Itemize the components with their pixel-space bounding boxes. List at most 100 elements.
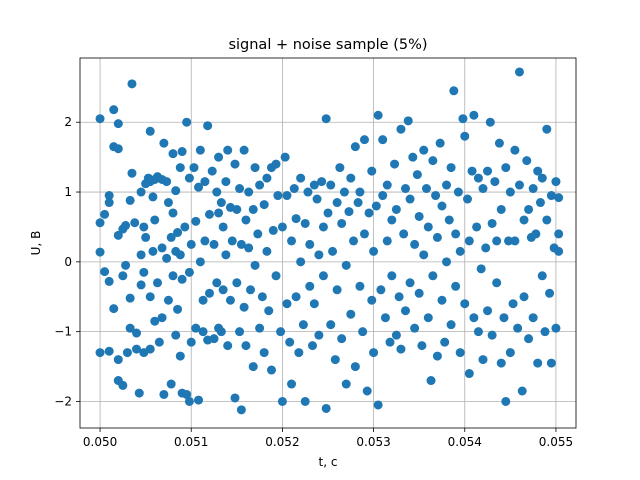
data-point: [230, 159, 240, 169]
data-point: [490, 177, 500, 187]
data-point: [262, 173, 272, 183]
y-axis-ticks: −2 −1 0 1 2: [54, 115, 80, 408]
data-point: [145, 292, 155, 302]
data-point: [218, 285, 228, 295]
data-point: [127, 79, 137, 89]
data-point: [153, 278, 162, 288]
data-point: [423, 313, 433, 323]
data-point: [508, 299, 518, 309]
data-point: [285, 337, 295, 347]
data-point: [309, 299, 319, 309]
data-point: [481, 243, 491, 253]
data-point: [463, 194, 472, 204]
data-point: [248, 204, 258, 214]
data-point: [391, 330, 401, 340]
data-point: [349, 236, 359, 246]
data-point: [163, 198, 173, 208]
data-point: [546, 358, 556, 368]
data-point: [148, 246, 158, 256]
data-point: [478, 184, 488, 194]
data-point: [432, 232, 442, 242]
data-point: [399, 229, 409, 239]
data-point: [332, 198, 342, 208]
data-point: [257, 292, 267, 302]
data-point: [391, 204, 401, 214]
data-point: [308, 341, 317, 351]
plot-area: [80, 58, 576, 428]
data-point: [218, 222, 228, 232]
data-point: [355, 187, 365, 197]
data-point: [350, 142, 360, 152]
x-tick-label: 0.051: [174, 435, 208, 449]
data-point: [198, 295, 208, 305]
data-point: [494, 138, 504, 148]
data-point: [496, 204, 506, 214]
data-point: [191, 216, 201, 226]
data-point: [473, 173, 483, 183]
data-point: [182, 117, 192, 127]
data-point: [528, 313, 538, 323]
data-point: [487, 330, 497, 340]
data-point: [212, 187, 222, 197]
data-point: [394, 292, 404, 302]
data-point: [337, 218, 347, 228]
y-tick-label: −1: [54, 325, 72, 339]
data-point: [451, 281, 461, 291]
data-point: [200, 236, 210, 246]
data-point: [150, 316, 160, 326]
data-point: [367, 295, 377, 305]
data-point: [410, 323, 420, 333]
data-point: [419, 145, 429, 155]
data-point: [264, 306, 274, 316]
data-point: [533, 358, 543, 368]
data-point: [139, 222, 149, 232]
data-point: [419, 250, 429, 260]
data-point: [259, 348, 269, 358]
data-point: [505, 348, 515, 358]
data-point: [437, 201, 447, 211]
data-point: [184, 396, 194, 406]
data-point: [113, 119, 123, 129]
data-point: [175, 163, 185, 173]
data-point: [396, 124, 406, 134]
data-point: [244, 243, 254, 253]
data-point: [134, 388, 144, 398]
data-point: [464, 369, 474, 379]
data-point: [113, 230, 123, 240]
data-point: [478, 355, 488, 365]
data-point: [162, 177, 172, 187]
data-point: [517, 386, 527, 396]
data-point: [194, 395, 204, 405]
y-tick-label: −2: [54, 394, 72, 408]
data-point: [212, 278, 222, 288]
data-point: [437, 295, 447, 305]
data-point: [473, 327, 483, 337]
data-point: [390, 159, 400, 169]
data-point: [514, 67, 524, 77]
data-point: [277, 222, 287, 232]
data-point: [296, 257, 306, 267]
data-point: [455, 246, 465, 256]
data-point: [492, 236, 502, 246]
x-tick-label: 0.053: [356, 435, 390, 449]
data-point: [385, 337, 395, 347]
data-point: [166, 379, 176, 389]
data-point: [186, 337, 196, 347]
data-point: [182, 389, 192, 399]
data-point: [157, 243, 167, 253]
data-point: [317, 177, 327, 187]
data-point: [440, 337, 450, 347]
data-point: [159, 389, 169, 399]
data-point: [545, 288, 555, 298]
y-axis-label: U, B: [29, 231, 43, 256]
data-point: [266, 365, 276, 375]
data-point: [341, 260, 351, 270]
data-point: [198, 327, 208, 337]
data-point: [255, 323, 265, 333]
data-point: [125, 293, 135, 303]
data-point: [195, 145, 205, 155]
data-point: [554, 246, 564, 256]
data-point: [141, 232, 151, 242]
data-point: [162, 253, 172, 263]
data-point: [230, 393, 240, 403]
